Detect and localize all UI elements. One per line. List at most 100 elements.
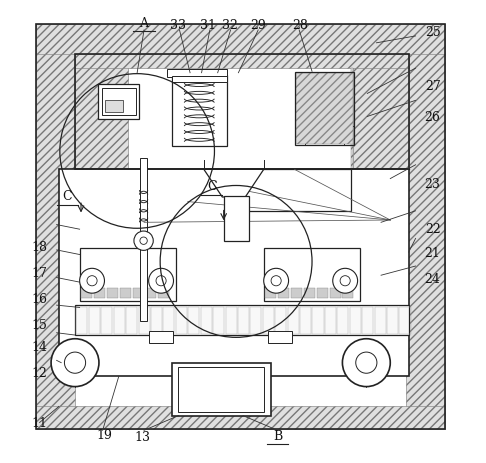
Bar bbox=[120, 288, 131, 298]
Bar bbox=[362, 307, 373, 334]
Bar bbox=[234, 169, 351, 211]
Bar bbox=[337, 307, 348, 334]
Text: 32: 32 bbox=[222, 19, 238, 32]
Text: 17: 17 bbox=[32, 267, 48, 280]
Bar bbox=[312, 307, 324, 334]
Circle shape bbox=[80, 269, 104, 293]
Bar bbox=[59, 169, 409, 376]
Bar bbox=[238, 307, 249, 334]
Bar bbox=[114, 307, 125, 334]
Circle shape bbox=[340, 275, 350, 286]
Bar bbox=[325, 307, 336, 334]
Bar bbox=[278, 288, 289, 298]
Text: A: A bbox=[139, 17, 149, 30]
Bar bbox=[250, 307, 261, 334]
Text: B: B bbox=[273, 430, 282, 443]
Bar bbox=[399, 307, 411, 334]
Bar bbox=[89, 307, 100, 334]
Bar bbox=[36, 407, 446, 429]
Bar bbox=[80, 248, 176, 300]
Bar bbox=[163, 307, 174, 334]
Text: 21: 21 bbox=[425, 247, 440, 260]
Bar bbox=[224, 196, 249, 241]
Circle shape bbox=[271, 275, 281, 286]
Bar bbox=[81, 288, 92, 298]
Text: 29: 29 bbox=[250, 19, 266, 32]
Circle shape bbox=[156, 275, 166, 286]
Bar bbox=[98, 84, 139, 119]
Circle shape bbox=[333, 269, 358, 293]
Bar bbox=[172, 75, 227, 146]
Bar bbox=[226, 307, 237, 334]
Bar bbox=[36, 25, 446, 429]
Bar bbox=[76, 307, 87, 334]
Circle shape bbox=[264, 269, 289, 293]
Text: 31: 31 bbox=[201, 19, 216, 32]
Bar bbox=[350, 307, 361, 334]
Bar bbox=[36, 25, 446, 54]
Text: C: C bbox=[62, 190, 72, 203]
Text: 11: 11 bbox=[31, 417, 47, 431]
Bar bbox=[295, 72, 354, 145]
Bar bbox=[75, 305, 409, 335]
Circle shape bbox=[149, 269, 174, 293]
Bar bbox=[263, 307, 274, 334]
Bar bbox=[264, 248, 360, 300]
Bar bbox=[387, 307, 398, 334]
Bar bbox=[151, 307, 162, 334]
Bar bbox=[126, 307, 137, 334]
Bar bbox=[317, 288, 328, 298]
Bar bbox=[158, 288, 169, 298]
Text: 33: 33 bbox=[170, 19, 186, 32]
Bar bbox=[188, 307, 199, 334]
Polygon shape bbox=[204, 169, 264, 197]
Bar bbox=[351, 68, 353, 169]
Text: 27: 27 bbox=[425, 80, 440, 93]
Bar bbox=[343, 288, 353, 298]
Bar bbox=[105, 100, 123, 112]
Text: 22: 22 bbox=[425, 223, 440, 236]
Bar bbox=[268, 332, 292, 343]
Bar bbox=[296, 73, 353, 144]
Circle shape bbox=[87, 275, 97, 286]
Bar bbox=[304, 288, 315, 298]
Text: 28: 28 bbox=[293, 19, 309, 32]
Bar bbox=[133, 288, 143, 298]
Bar bbox=[213, 307, 224, 334]
Text: 12: 12 bbox=[32, 367, 48, 380]
Text: 13: 13 bbox=[135, 431, 151, 444]
Bar bbox=[288, 307, 299, 334]
Bar bbox=[139, 307, 150, 334]
Bar bbox=[406, 25, 446, 429]
Circle shape bbox=[65, 352, 86, 373]
Bar bbox=[102, 88, 136, 115]
Bar bbox=[167, 69, 227, 77]
Bar bbox=[201, 307, 212, 334]
Circle shape bbox=[134, 231, 153, 250]
Bar bbox=[178, 367, 264, 412]
Text: 14: 14 bbox=[32, 341, 48, 354]
Bar bbox=[140, 158, 147, 321]
Bar bbox=[94, 288, 105, 298]
Text: 19: 19 bbox=[96, 429, 112, 442]
Circle shape bbox=[356, 352, 377, 373]
Text: 26: 26 bbox=[425, 111, 440, 124]
Bar bbox=[291, 288, 302, 298]
Text: C: C bbox=[207, 181, 217, 194]
Bar bbox=[330, 288, 341, 298]
Bar bbox=[176, 307, 187, 334]
Bar bbox=[172, 76, 227, 82]
Circle shape bbox=[51, 339, 99, 387]
Bar bbox=[353, 54, 409, 169]
Text: 24: 24 bbox=[425, 273, 440, 286]
Circle shape bbox=[343, 339, 390, 387]
Bar bbox=[75, 54, 128, 169]
Text: 25: 25 bbox=[425, 26, 440, 39]
Bar bbox=[145, 288, 156, 298]
Bar bbox=[300, 307, 311, 334]
Text: 15: 15 bbox=[32, 319, 48, 332]
Bar bbox=[265, 288, 276, 298]
Bar bbox=[75, 54, 409, 169]
Bar bbox=[107, 288, 118, 298]
Bar bbox=[75, 54, 409, 68]
